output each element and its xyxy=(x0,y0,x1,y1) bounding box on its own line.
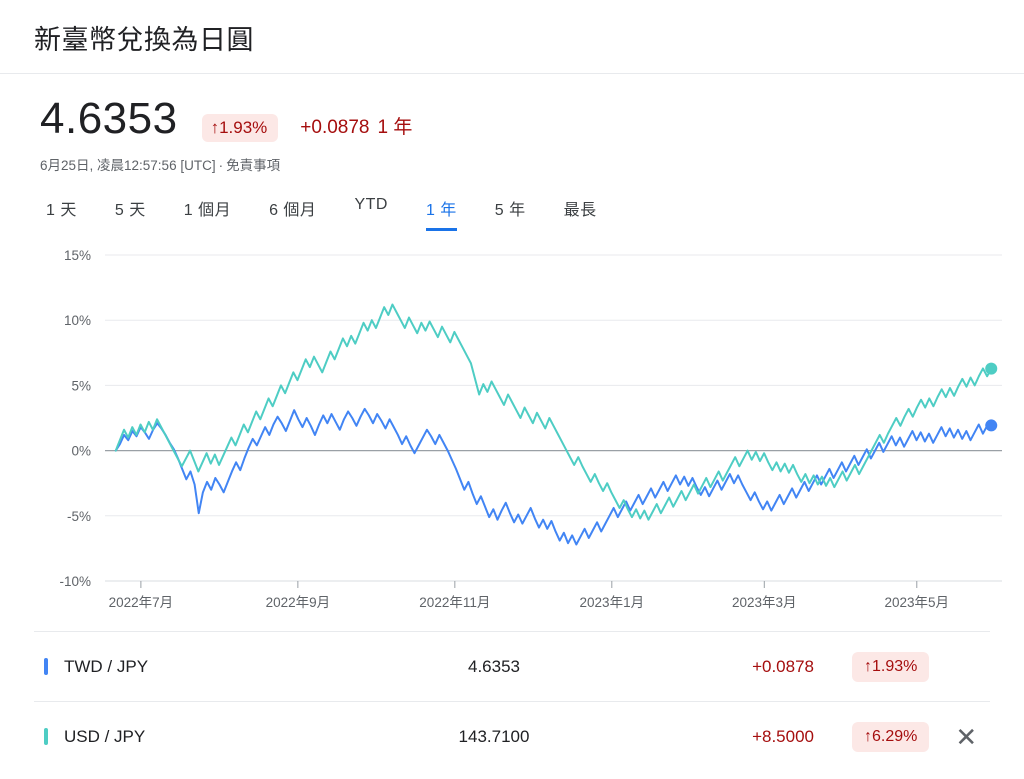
quote-row: 4.6353 ↑1.93% +0.0878 1 年 xyxy=(40,94,1024,144)
legend-pair-name: USD / JPY xyxy=(64,726,146,746)
legend-change-percent: ↑6.29% xyxy=(852,721,930,752)
disclaimer-link[interactable]: 免責事項 xyxy=(226,158,281,173)
series-line xyxy=(114,407,993,546)
x-axis-tick-label: 2023年3月 xyxy=(732,595,797,610)
legend-rate-value: 4.6353 xyxy=(468,656,520,676)
legend-change-value: +8.5000 xyxy=(752,726,814,746)
current-price: 4.6353 xyxy=(40,94,178,143)
tab-1d[interactable]: 1 天 xyxy=(46,202,77,219)
quote-block: 4.6353 ↑1.93% +0.0878 1 年 6月25日, 凌晨12:57:… xyxy=(0,74,1024,174)
timestamp-text: 6月25日, 凌晨12:57:56 [UTC] xyxy=(40,158,216,173)
close-icon[interactable]: ✕ xyxy=(955,721,978,752)
timestamp-separator: · xyxy=(218,158,224,173)
legend-row-usd[interactable]: USD / JPY 143.7100 +8.5000 ↑6.29% ✕ xyxy=(34,701,990,771)
tab-1y[interactable]: 1 年 xyxy=(425,192,457,231)
series-end-marker xyxy=(985,419,998,432)
y-axis-tick-label: -10% xyxy=(59,574,91,589)
change-absolute: +0.0878 1 年 xyxy=(300,112,412,139)
y-axis-tick-label: 5% xyxy=(71,378,91,393)
change-period: 1 年 xyxy=(377,117,413,138)
tab-5y[interactable]: 5 年 xyxy=(494,202,526,219)
x-axis-tick-label: 2022年7月 xyxy=(109,595,174,610)
tab-max[interactable]: 最長 xyxy=(563,202,597,219)
tab-ytd[interactable]: YTD xyxy=(354,196,388,213)
series-end-marker xyxy=(985,362,998,375)
title-bar: 新臺幣兌換為日圓 xyxy=(0,0,1024,74)
x-axis-tick-label: 2022年9月 xyxy=(266,595,331,610)
legend-pair-name: TWD / JPY xyxy=(64,656,149,676)
legend-color-swatch xyxy=(44,658,48,675)
series-legend: TWD / JPY 4.6353 +0.0878 ↑1.93% USD / JP… xyxy=(0,631,1024,771)
legend-change-value: +0.0878 xyxy=(752,656,814,676)
y-axis-tick-label: 0% xyxy=(71,444,91,459)
legend-color-swatch xyxy=(44,728,48,745)
legend-change-percent: ↑1.93% xyxy=(852,651,930,682)
y-axis-tick-label: -5% xyxy=(67,509,91,524)
y-axis-tick-label: 15% xyxy=(64,248,91,263)
tab-5d[interactable]: 5 天 xyxy=(114,202,146,219)
chart-svg[interactable]: 15% 10% 5% 0% -5% -10% 2022年7月 2022年9月 2022年11月 2… xyxy=(0,241,1024,631)
price-chart[interactable]: 15% 10% 5% 0% -5% -10% 2022年7月 2022年9月 2022年11月 2… xyxy=(0,241,1024,631)
legend-row-twd[interactable]: TWD / JPY 4.6353 +0.0878 ↑1.93% xyxy=(34,631,990,701)
page-title: 新臺幣兌換為日圓 xyxy=(34,25,254,55)
legend-rate-value: 143.7100 xyxy=(458,726,530,746)
x-axis-tick-label: 2023年1月 xyxy=(580,595,645,610)
quote-timestamp: 6月25日, 凌晨12:57:56 [UTC] · 免責事項 xyxy=(40,154,1024,174)
tab-1m[interactable]: 1 個月 xyxy=(183,202,232,219)
tab-6m[interactable]: 6 個月 xyxy=(269,202,317,219)
change-absolute-value: +0.0878 xyxy=(300,117,370,138)
x-axis-tick-label: 2023年5月 xyxy=(885,595,950,610)
series-line xyxy=(114,303,993,521)
change-percent-badge: ↑1.93% xyxy=(201,114,279,142)
x-axis-tick-label: 2022年11月 xyxy=(419,595,490,610)
y-axis-tick-label: 10% xyxy=(64,313,91,328)
range-tabs: 1 天 5 天 1 個月 6 個月 YTD 1 年 5 年 最長 xyxy=(0,174,1024,231)
